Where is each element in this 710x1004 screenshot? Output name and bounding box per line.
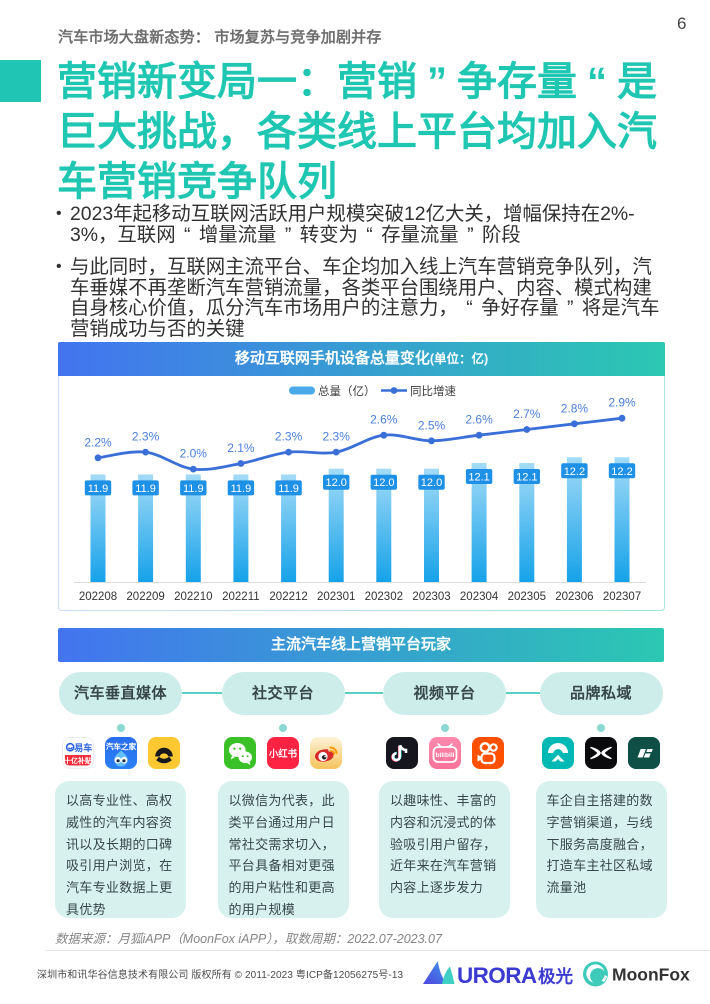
svg-text:202211: 202211 <box>222 591 260 603</box>
svg-text:12.2: 12.2 <box>564 466 585 478</box>
svg-text:同比增速: 同比增速 <box>410 384 456 398</box>
svg-text:2.0%: 2.0% <box>180 447 208 461</box>
svg-text:12.1: 12.1 <box>516 472 537 484</box>
svg-text:12.0: 12.0 <box>373 477 394 489</box>
svg-text:2.9%: 2.9% <box>608 396 636 410</box>
svg-text:11.9: 11.9 <box>231 483 252 495</box>
svg-text:2.7%: 2.7% <box>513 407 541 421</box>
svg-text:2.2%: 2.2% <box>84 435 112 449</box>
svg-text:12.1: 12.1 <box>468 472 489 484</box>
svg-text:11.9: 11.9 <box>278 483 299 495</box>
svg-text:2.5%: 2.5% <box>418 418 446 432</box>
svg-text:12.2: 12.2 <box>611 466 632 478</box>
svg-text:202301: 202301 <box>317 591 355 603</box>
svg-text:202302: 202302 <box>365 591 403 603</box>
svg-text:总量（亿）: 总量（亿） <box>318 384 376 398</box>
svg-text:极光: 极光 <box>538 967 573 987</box>
svg-text:202303: 202303 <box>412 591 450 603</box>
svg-text:2.6%: 2.6% <box>370 413 398 427</box>
svg-text:2.6%: 2.6% <box>465 413 493 427</box>
svg-text:2.3%: 2.3% <box>323 430 351 444</box>
svg-text:2.3%: 2.3% <box>132 430 160 444</box>
svg-text:202307: 202307 <box>603 591 641 603</box>
svg-text:十亿补贴: 十亿补贴 <box>64 756 92 765</box>
svg-text:易车: 易车 <box>74 742 92 753</box>
svg-text:11.9: 11.9 <box>183 483 204 495</box>
svg-text:2.8%: 2.8% <box>561 401 589 415</box>
svg-text:2.3%: 2.3% <box>275 430 303 444</box>
svg-text:bilibili: bilibili <box>435 752 454 759</box>
svg-text:12.0: 12.0 <box>325 477 346 489</box>
svg-text:2.1%: 2.1% <box>227 441 255 455</box>
svg-text:小红书: 小红书 <box>268 748 298 759</box>
svg-text:11.9: 11.9 <box>88 483 109 495</box>
svg-text:202210: 202210 <box>174 591 212 603</box>
svg-text:11.9: 11.9 <box>135 483 156 495</box>
svg-text:12.0: 12.0 <box>421 477 442 489</box>
svg-text:202208: 202208 <box>79 591 117 603</box>
svg-text:MoonFox: MoonFox <box>612 965 690 985</box>
svg-text:202305: 202305 <box>508 591 546 603</box>
svg-text:URORA: URORA <box>457 963 537 988</box>
svg-text:202306: 202306 <box>555 591 593 603</box>
svg-text:202304: 202304 <box>460 591 499 603</box>
svg-text:202209: 202209 <box>126 591 164 603</box>
svg-text:202212: 202212 <box>269 591 307 603</box>
svg-text:汽车之家: 汽车之家 <box>105 741 136 751</box>
